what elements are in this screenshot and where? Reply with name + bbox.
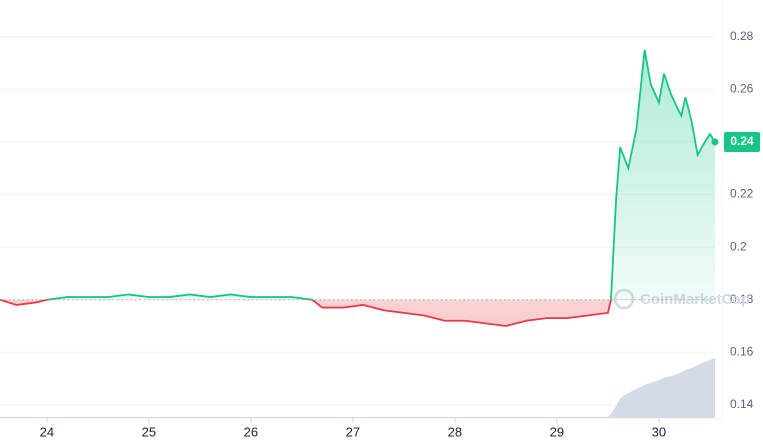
y-tick-label: 0.28: [730, 29, 754, 43]
y-tick-label: 0.26: [730, 82, 754, 96]
price-tag: [724, 131, 760, 152]
y-tick-label: 0.14: [730, 397, 754, 411]
y-tick-label: 0.22: [730, 187, 754, 201]
volume-area: [0, 358, 715, 418]
y-tick-label: 0.16: [730, 344, 754, 358]
x-tick-label: 24: [40, 424, 54, 439]
area-up: [0, 49, 715, 300]
x-tick-label: 26: [244, 424, 258, 439]
x-tick-label: 25: [142, 424, 156, 439]
x-tick-label: 28: [448, 424, 462, 439]
area-down: [0, 299, 611, 326]
last-point: [711, 138, 719, 146]
price-tag-label: 0.24: [730, 134, 754, 148]
y-tick-label: 0.2: [730, 239, 747, 253]
line-down: [0, 299, 612, 327]
y-tick-label: 0.18: [730, 292, 754, 306]
x-tick-label: 27: [346, 424, 360, 439]
x-tick-label: 29: [550, 424, 564, 439]
x-tick-label: 30: [652, 424, 666, 439]
line-up: [0, 49, 716, 300]
